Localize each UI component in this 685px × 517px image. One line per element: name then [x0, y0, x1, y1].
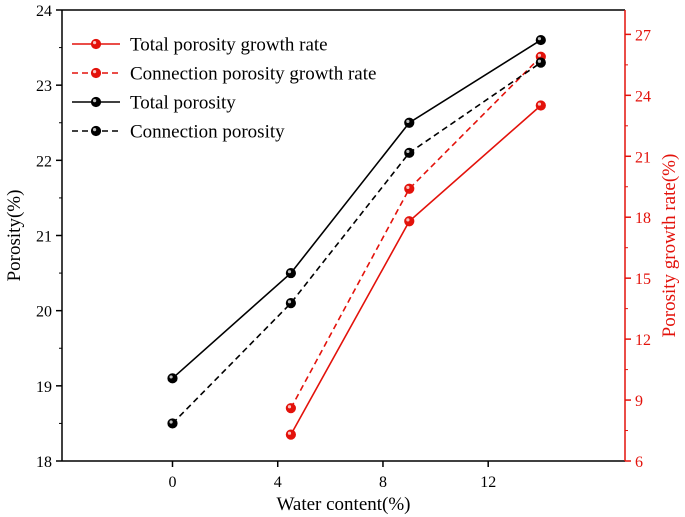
legend-marker — [90, 38, 102, 50]
data-point — [285, 298, 296, 309]
y-axis-left-title: Porosity(%) — [4, 190, 25, 282]
x-tick-label: 12 — [480, 474, 496, 491]
series-line-3 — [171, 39, 542, 379]
series-line-2 — [290, 56, 542, 409]
data-point — [285, 403, 296, 414]
legend: Total porosity growth rate Connection por… — [72, 35, 376, 143]
x-tick-label: 4 — [274, 474, 282, 491]
y-right-tick-label: 15 — [635, 271, 651, 288]
legend-marker — [90, 125, 102, 137]
y-left-tick-label: 22 — [36, 153, 52, 170]
series-line-1 — [290, 104, 542, 435]
y-left-tick-label: 18 — [36, 454, 52, 471]
legend-label: Total porosity growth rate — [130, 35, 328, 56]
data-point — [285, 267, 296, 279]
y-right-tick-label: 27 — [635, 27, 651, 44]
data-point — [404, 183, 415, 194]
data-point — [285, 429, 296, 440]
y-left-tick-label: 21 — [36, 229, 52, 246]
y-left-tick-label: 23 — [36, 78, 52, 95]
x-axis-title: Water content(%) — [276, 494, 410, 515]
x-tick-label: 8 — [379, 474, 387, 491]
series-layer — [167, 34, 546, 440]
data-point — [167, 418, 178, 429]
data-point — [404, 147, 415, 158]
data-point — [404, 117, 415, 128]
data-point — [404, 216, 415, 227]
y-right-tick-label: 24 — [635, 88, 651, 105]
data-point — [167, 373, 178, 384]
x-tick-label: 0 — [168, 474, 176, 491]
y-axis-right-title: Porosity growth rate(%) — [659, 154, 680, 338]
axes: 0 4 8 12 18 19 20 21 22 23 24 6 9 12 15 18 21 24 27 — [36, 3, 651, 491]
data-point — [535, 57, 546, 68]
y-left-tick-label: 20 — [36, 304, 52, 321]
data-point — [535, 100, 546, 111]
data-point — [535, 34, 546, 46]
legend-label: Connection porosity — [130, 122, 285, 143]
y-left-tick-label: 24 — [36, 3, 52, 20]
y-left-tick-label: 19 — [36, 379, 52, 396]
series-line-4 — [171, 61, 542, 424]
legend-label: Total porosity — [130, 93, 236, 114]
y-right-tick-label: 21 — [635, 149, 651, 166]
y-right-tick-label: 9 — [635, 393, 643, 410]
legend-marker — [90, 67, 102, 79]
y-right-tick-label: 18 — [635, 210, 651, 227]
y-right-tick-label: 6 — [635, 454, 643, 471]
legend-marker — [90, 96, 102, 108]
legend-label: Connection porosity growth rate — [130, 64, 376, 85]
y-right-tick-label: 12 — [635, 332, 651, 349]
